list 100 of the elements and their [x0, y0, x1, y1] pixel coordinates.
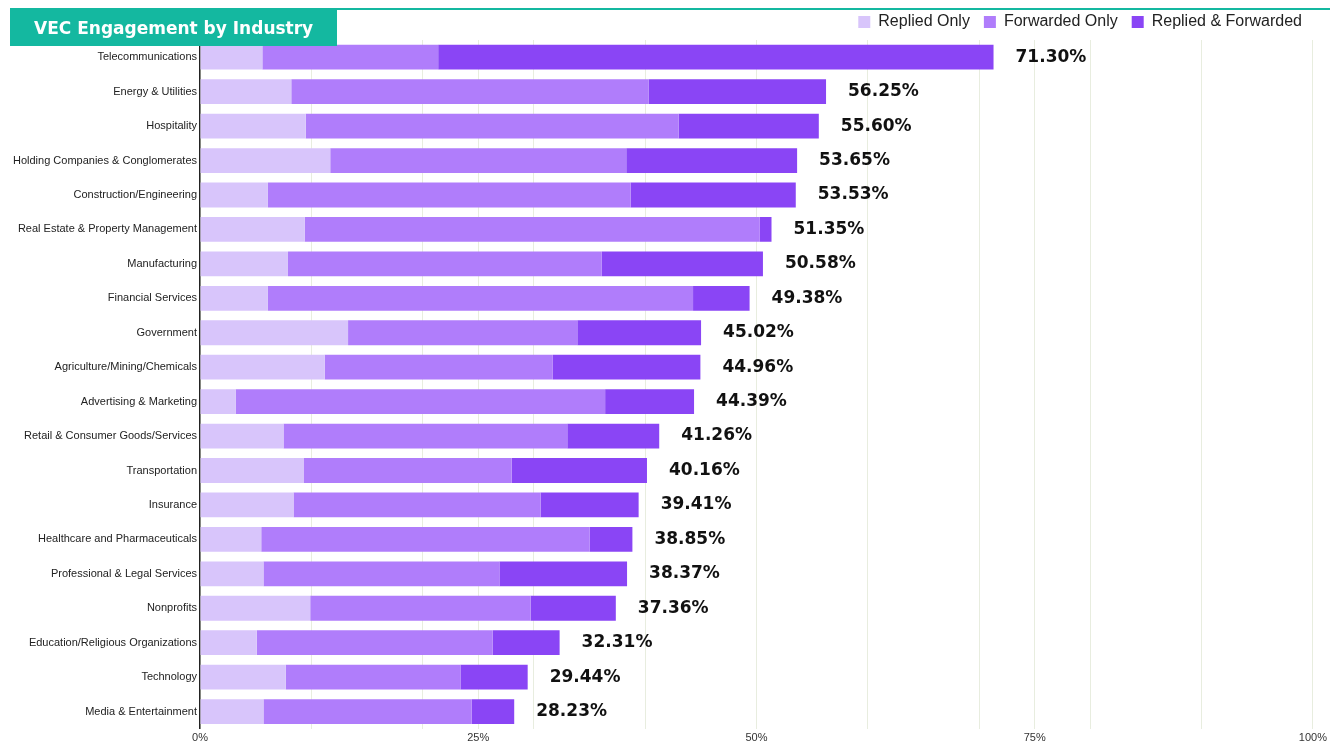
x-tick-label: 0%: [192, 731, 209, 744]
bar: [200, 285, 268, 311]
bar: [200, 113, 306, 139]
bar: [200, 699, 264, 724]
bar: [567, 423, 660, 449]
total-label: 44.39%: [716, 390, 787, 411]
total-label: 28.23%: [536, 700, 608, 720]
total-label: 41.26%: [681, 424, 753, 445]
bar: [200, 595, 311, 621]
total-label: 29.44%: [549, 665, 621, 686]
y-tick-label: Telecommunications: [97, 50, 198, 63]
bar: [540, 492, 639, 518]
bar: [511, 458, 647, 483]
bar: [304, 217, 760, 242]
total-label: 50.58%: [784, 252, 856, 273]
bar: [200, 354, 325, 380]
bar: [200, 492, 294, 518]
total-label: 32.31%: [581, 631, 653, 652]
bar: [759, 217, 772, 242]
total-label: 44.96%: [722, 355, 794, 376]
total-label: 38.85%: [654, 527, 726, 548]
bar: [601, 251, 763, 277]
bar: [200, 458, 304, 483]
bar: [330, 148, 627, 173]
bar: [589, 526, 633, 552]
total-label: 51.35%: [793, 217, 865, 238]
y-tick-label: Advertising & Marketing: [80, 394, 198, 407]
y-tick-label: Technology: [141, 670, 198, 683]
bar: [261, 526, 590, 552]
x-tick-label: 100%: [1298, 731, 1328, 744]
bar: [438, 44, 994, 70]
legend-label: Replied & Forwarded: [1151, 12, 1302, 30]
bar: [200, 44, 263, 70]
bar: [626, 148, 798, 173]
bar: [200, 389, 236, 415]
bar: [648, 79, 827, 105]
bar: [552, 354, 701, 380]
legend-label: Forwarded Only: [1003, 12, 1118, 30]
y-tick-label: Agriculture/Mining/Chemicals: [54, 360, 198, 373]
y-tick-label: Government: [136, 325, 198, 338]
bar: [235, 389, 606, 415]
total-label: 45.02%: [723, 321, 794, 342]
y-tick-label: Insurance: [148, 497, 198, 510]
total-label: 40.16%: [668, 458, 740, 479]
bar: [263, 699, 472, 724]
bar: [200, 320, 349, 346]
y-tick-label: Nonprofits: [146, 601, 198, 614]
bar: [303, 458, 512, 483]
bar: [287, 251, 602, 277]
bar: [471, 699, 515, 724]
y-tick-label: Hospitality: [146, 119, 198, 132]
x-tick-label: 50%: [745, 731, 768, 744]
y-tick-label: Manufacturing: [127, 256, 198, 269]
bar: [530, 595, 616, 621]
y-tick-label: Real Estate & Property Management: [17, 222, 198, 235]
bar: [305, 113, 679, 139]
bar: [693, 285, 750, 311]
bar: [200, 148, 331, 173]
bar: [678, 113, 819, 139]
bar: [605, 389, 695, 415]
y-tick-label: Construction/Engineering: [73, 188, 198, 201]
total-label: 39.41%: [660, 493, 732, 514]
total-label: 53.53%: [817, 183, 889, 204]
chart-title: VEC Engagement by Industry: [10, 10, 338, 46]
y-tick-label: Healthcare and Pharmaceuticals: [38, 532, 198, 545]
bar: [262, 44, 439, 70]
bar: [200, 182, 268, 208]
bar: [200, 79, 292, 105]
x-tick-label: 75%: [1023, 731, 1046, 744]
y-tick-label: Energy & Utilities: [113, 84, 198, 97]
legend-label: Replied Only: [878, 12, 970, 30]
total-label: 37.36%: [637, 596, 709, 617]
bar: [200, 217, 305, 242]
total-label: 49.38%: [771, 286, 843, 307]
bar: [460, 664, 528, 690]
bar: [263, 561, 500, 587]
y-tick-label: Media & Entertainment: [85, 704, 198, 717]
bar: [499, 561, 628, 587]
bar: [293, 492, 541, 518]
bar: [577, 320, 702, 346]
total-label: 56.25%: [848, 80, 919, 101]
bar: [291, 79, 649, 105]
total-label: 55.60%: [840, 114, 912, 135]
total-label: 53.65%: [819, 148, 890, 169]
bar: [324, 354, 553, 380]
y-tick-label: Holding Companies & Conglomerates: [12, 153, 198, 166]
y-tick-label: Professional & Legal Services: [50, 566, 198, 579]
bar: [200, 630, 257, 656]
bar: [267, 182, 631, 208]
total-label: 38.37%: [649, 562, 720, 583]
bar: [256, 630, 493, 656]
y-tick-label: Education/Religious Organizations: [28, 635, 198, 648]
bar: [267, 285, 694, 311]
bar: [200, 251, 288, 277]
y-tick-label: Transportation: [126, 463, 198, 476]
bar: [200, 423, 284, 449]
x-tick-label: 25%: [467, 731, 490, 744]
bar: [310, 595, 531, 621]
y-tick-label: Retail & Consumer Goods/Services: [24, 429, 198, 442]
bar: [348, 320, 578, 346]
